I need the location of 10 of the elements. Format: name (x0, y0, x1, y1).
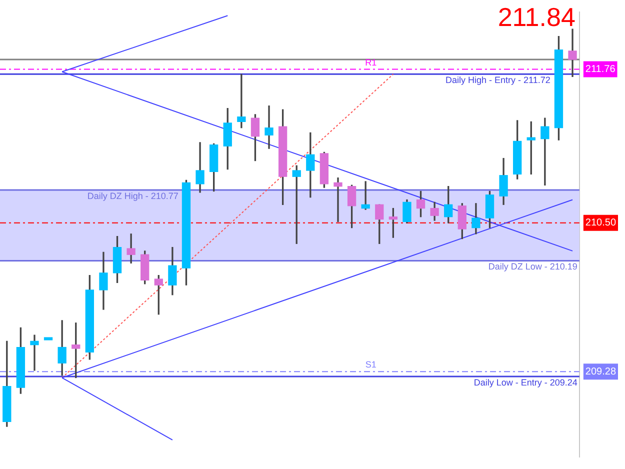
ref-line-label: Daily DZ High - 210.77 (87, 190, 178, 201)
y-tick-label: 209.28 (585, 366, 616, 378)
annotation: 211.84 (498, 2, 576, 32)
ref-line-label: Daily DZ Low - 210.19 (488, 262, 578, 272)
ref-line-label: S1 (365, 360, 376, 370)
ref-line-label: R1 (365, 57, 377, 68)
ref-line-label: Daily High - Entry - 211.72 (446, 75, 550, 86)
y-tick-label: 210.50 (585, 218, 616, 229)
ref-line-label: Daily Low - Entry - 209.24 (474, 378, 578, 388)
y-tick-label: 211.76 (585, 64, 616, 76)
